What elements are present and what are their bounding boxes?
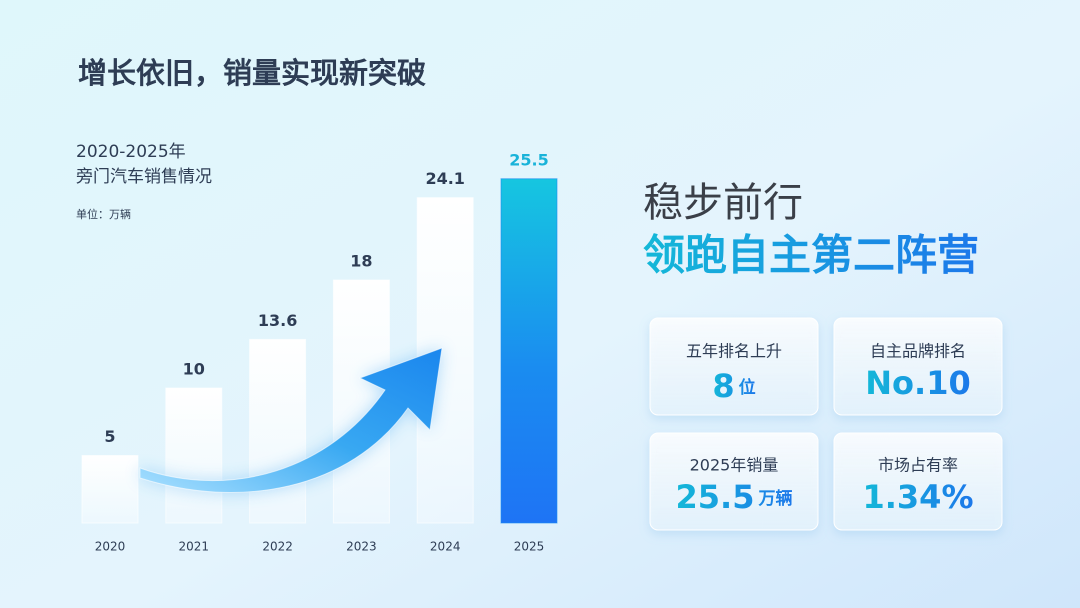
value-label: 10: [183, 360, 205, 379]
arrow: [139, 347, 443, 493]
card-unit: 万辆: [757, 488, 792, 509]
card: [833, 317, 1003, 416]
value-label: 13.6: [258, 311, 297, 330]
bar: [249, 338, 307, 524]
chart-title: 2020-2025年: [76, 142, 186, 162]
bar: [500, 178, 558, 524]
slide-title: 增长依旧，销量实现新突破: [78, 56, 426, 90]
x-tick-label: 2023: [346, 540, 377, 554]
card-value: No.10: [865, 364, 970, 402]
card-value: 1.34%: [862, 478, 973, 516]
card: [649, 317, 819, 416]
card-unit: 位: [739, 377, 756, 398]
value-label: 25.5: [509, 150, 548, 169]
card: [833, 432, 1003, 531]
card-label: 2025年销量: [690, 456, 779, 475]
bar: [165, 387, 223, 524]
value-label: 24.1: [425, 169, 464, 188]
card-number: 8: [712, 367, 734, 405]
card-label: 自主品牌排名: [870, 342, 966, 361]
chart-subtitle: 旁门汽车销售情况: [76, 167, 212, 187]
x-tick-label: 2025: [514, 540, 545, 554]
card: [649, 432, 819, 531]
x-tick-label: 2022: [262, 540, 293, 554]
bar-chart: 5 2020 10 2021 13.6 2022 18 2023 24.1 2024 25.5 202…: [81, 150, 558, 554]
x-tick-label: 2021: [179, 540, 210, 554]
x-tick-label: 2024: [430, 540, 461, 554]
card-number: 25.5: [676, 478, 755, 516]
value-label: 5: [104, 427, 115, 446]
headline-line1: 稳步前行: [643, 180, 803, 226]
card-label: 市场占有率: [878, 456, 958, 475]
x-tick-label: 2020: [95, 540, 126, 554]
card-label: 五年排名上升: [686, 342, 782, 361]
unit-label: 单位：万辆: [76, 207, 131, 221]
value-label: 18: [350, 252, 372, 271]
card-value: 25.5 万辆: [676, 478, 793, 516]
bar: [81, 455, 139, 524]
headline-line2: 领跑自主第二阵营: [643, 231, 979, 280]
